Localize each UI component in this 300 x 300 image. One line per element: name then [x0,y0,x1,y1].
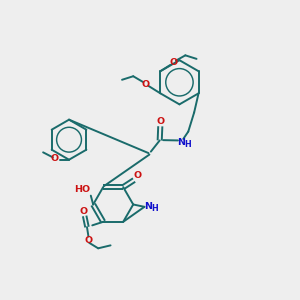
Text: N: N [144,202,152,211]
Text: H: H [184,140,191,149]
Text: HO: HO [74,185,91,194]
Text: N: N [177,138,185,147]
Text: O: O [156,117,164,126]
Text: O: O [84,236,92,244]
Text: O: O [134,171,142,180]
Text: O: O [79,207,87,216]
Text: O: O [51,154,59,163]
Text: O: O [169,58,178,68]
Text: O: O [142,80,150,89]
Text: H: H [151,204,158,213]
